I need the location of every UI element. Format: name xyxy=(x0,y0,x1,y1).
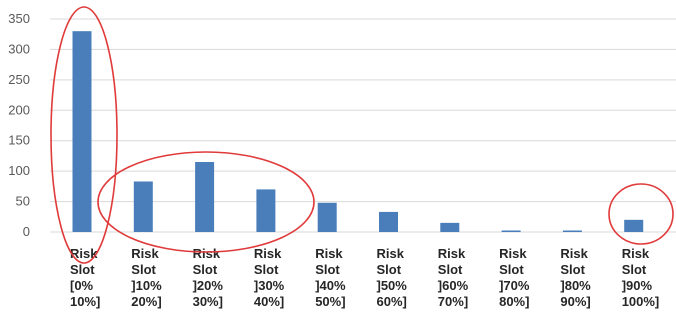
bar xyxy=(317,202,337,232)
x-category-label: Risk Slot [0% 10%] xyxy=(70,246,100,309)
x-category-label: Risk Slot]30% 40%] xyxy=(254,246,285,309)
highlight-ellipse xyxy=(97,151,315,253)
y-tick-label: 250 xyxy=(8,72,30,87)
x-category-label: Risk Slot]90% 100%] xyxy=(622,246,660,309)
bar xyxy=(624,219,644,232)
bar xyxy=(501,230,521,232)
x-category-label: Risk Slot]20% 30%] xyxy=(193,246,224,309)
y-tick-label: 200 xyxy=(8,102,30,117)
x-category-label: Risk Slot]50% 60%] xyxy=(377,246,408,309)
x-category-label: Risk Slot]40% 50%] xyxy=(315,246,346,309)
y-axis-ticks: 0 50 100 150 200 250 300 350 xyxy=(8,11,30,239)
bar xyxy=(562,230,582,232)
bar xyxy=(195,162,215,232)
bars xyxy=(72,31,644,232)
y-tick-label: 0 xyxy=(23,224,30,239)
x-axis-categories: Risk Slot [0% 10%] Risk Slot]10% 20%] Risk Slot]… xyxy=(70,246,659,309)
x-category-label: Risk Slot]60% 70%] xyxy=(438,246,469,309)
y-tick-label: 150 xyxy=(8,133,30,148)
highlight-ellipses xyxy=(50,6,674,264)
highlight-ellipse xyxy=(608,183,674,245)
bar xyxy=(72,31,92,232)
bar xyxy=(379,211,398,232)
y-tick-label: 300 xyxy=(8,41,30,56)
y-tick-label: 350 xyxy=(8,11,30,26)
y-tick-label: 100 xyxy=(8,163,30,178)
x-category-label: Risk Slot]10% 20%] xyxy=(131,246,162,309)
bar xyxy=(256,189,276,232)
highlight-ellipse xyxy=(50,6,118,264)
x-category-label: Risk Slot]80% 90%] xyxy=(560,246,591,309)
gridlines xyxy=(50,18,676,233)
bar xyxy=(133,181,153,232)
y-tick-label: 50 xyxy=(16,194,30,209)
x-category-label: Risk Slot]70% 80%] xyxy=(499,246,530,309)
bar xyxy=(440,222,460,232)
